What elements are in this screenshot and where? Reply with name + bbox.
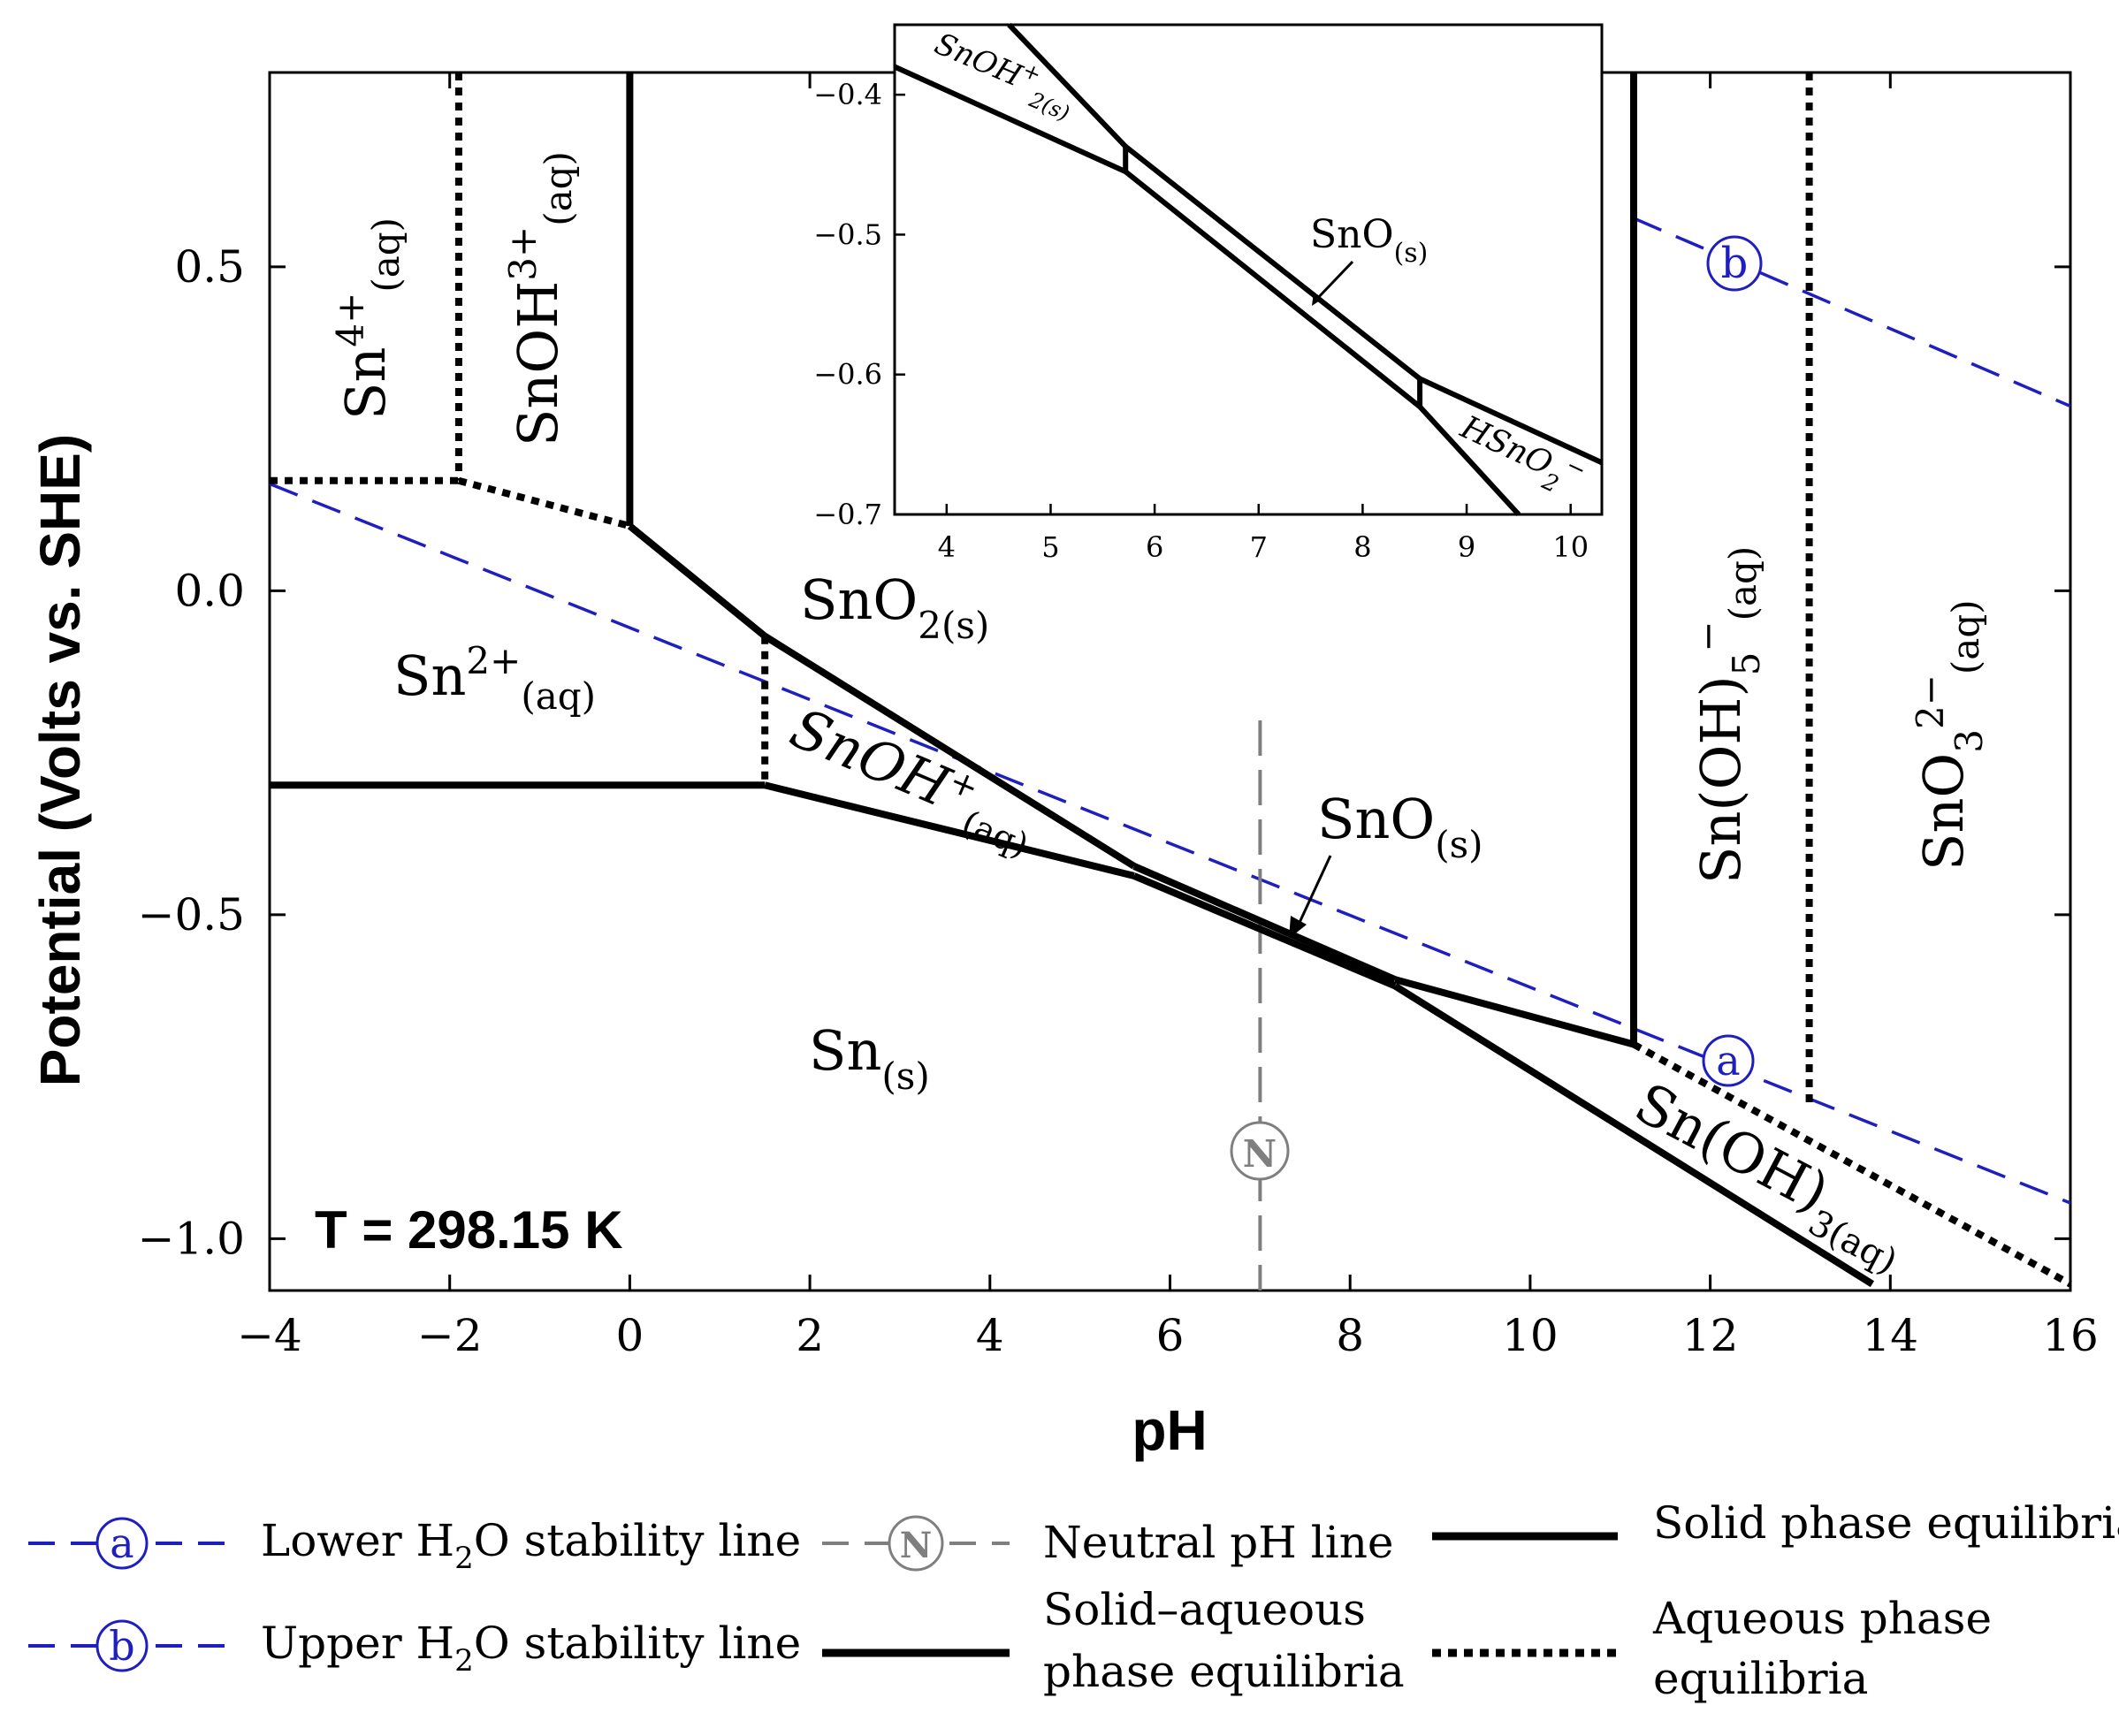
sno-arrow-line bbox=[1296, 855, 1332, 927]
svg-text:Upper H2O stability line: Upper H2O stability line bbox=[261, 1618, 801, 1679]
inset-x-tick-label: 4 bbox=[938, 530, 956, 564]
temperature-label: T = 298.15 K bbox=[315, 1200, 623, 1260]
region-sn-label: Sn(s) bbox=[809, 1018, 930, 1098]
y-tick-label: −0.5 bbox=[138, 889, 245, 940]
inset-x-tick-label: 10 bbox=[1552, 530, 1589, 564]
x-tick-label: 0 bbox=[615, 1310, 644, 1361]
legend-neutral: N Neutral pH line bbox=[822, 1515, 1394, 1572]
inset-x-tick-label: 6 bbox=[1146, 530, 1163, 564]
x-tick-label: −4 bbox=[237, 1310, 302, 1361]
svg-text:Lower H2O stability line: Lower H2O stability line bbox=[261, 1515, 801, 1576]
inset-series-snoh-lower bbox=[893, 64, 1127, 174]
svg-text:N: N bbox=[1243, 1132, 1277, 1176]
region-sno2-label: SnO2(s) bbox=[800, 567, 989, 647]
marker-a: a bbox=[1702, 1034, 1755, 1087]
inset-y-tick-label: −0.4 bbox=[813, 78, 882, 111]
series-sno2-s-sno-s- bbox=[1132, 863, 1397, 983]
inset-series-sno2-boundary bbox=[1124, 144, 1422, 381]
inset-series-hsno2-upper bbox=[1418, 376, 1604, 466]
svg-text:b: b bbox=[109, 1622, 134, 1670]
series-lower-h2o-stability-line-a- bbox=[269, 482, 2071, 1205]
svg-text:phase equilibria: phase equilibria bbox=[1043, 1646, 1405, 1697]
inset-x-tick-label: 7 bbox=[1250, 530, 1268, 564]
region-sno3-label: SnO32−(aq) bbox=[1909, 599, 1991, 871]
series-snoh-sn-s- bbox=[764, 781, 1135, 879]
series-snoh-sno2-s- bbox=[763, 633, 1136, 870]
x-tick-label: 6 bbox=[1156, 1310, 1185, 1361]
legend-upper-water: b Upper H2O stability line bbox=[28, 1618, 801, 1679]
region-sn4-label: Sn4+(aq) bbox=[329, 217, 408, 420]
main-series-group bbox=[269, 72, 2072, 1291]
marker-n: N bbox=[1230, 1121, 1290, 1181]
legend-solid-aqueous: Solid–aqueous phase equilibria bbox=[822, 1584, 1405, 1697]
region-snoh5-label: Sn(OH)5−(aq) bbox=[1686, 546, 1768, 884]
legend-solid: Solid phase equilibria bbox=[1432, 1497, 2119, 1549]
x-tick-label: 14 bbox=[1862, 1310, 1918, 1361]
series-snoh3-sn2- bbox=[457, 476, 631, 529]
y-tick-label: 0.0 bbox=[174, 565, 245, 616]
svg-text:Aqueous phase: Aqueous phase bbox=[1652, 1593, 1992, 1644]
inset-y-tick-label: −0.6 bbox=[813, 358, 882, 392]
region-snoh3-label: SnOH3+(aq) bbox=[501, 151, 580, 446]
region-snoh-label: SnOH+(aq) bbox=[778, 696, 1048, 865]
series-sn-oh-3-aq-sn-s- bbox=[1392, 983, 1875, 1288]
svg-text:a: a bbox=[1716, 1037, 1740, 1085]
legend: a Lower H2O stability line b Upper H2O s… bbox=[28, 1497, 2119, 1704]
x-tick-label: 8 bbox=[1336, 1310, 1364, 1361]
inset-series-group bbox=[893, 22, 1604, 517]
x-tick-label: 2 bbox=[796, 1310, 824, 1361]
region-sno-label: SnO(s) bbox=[1317, 787, 1483, 866]
y-tick-label: −1.0 bbox=[138, 1213, 245, 1264]
inset-series-hsno2-lower bbox=[1417, 405, 1521, 517]
sno-arrow-head bbox=[1289, 916, 1307, 939]
inset-sno-arrow bbox=[1314, 260, 1354, 302]
svg-text:N: N bbox=[900, 1525, 933, 1566]
inset-region-sno-label: SnO(s) bbox=[1310, 212, 1428, 269]
inset-y-tick-label: −0.7 bbox=[813, 498, 882, 531]
inset-series-snoh-upper bbox=[1007, 22, 1128, 148]
series-sno2-s-sn-oh-3-aq- bbox=[1394, 976, 1635, 1048]
x-tick-label: 12 bbox=[1682, 1310, 1739, 1361]
series-upper-h2o-stability-line-b- bbox=[1633, 217, 2071, 408]
series-sn-oh-5-sn-oh-3-aq- bbox=[1632, 1040, 2072, 1288]
svg-text:b: b bbox=[1721, 239, 1749, 288]
series-sn2-sno2-s- bbox=[627, 522, 767, 639]
x-tick-label: 10 bbox=[1502, 1310, 1559, 1361]
y-axis-label: Potential (Volts vs. SHE) bbox=[28, 434, 92, 1087]
svg-text:Neutral pH line: Neutral pH line bbox=[1043, 1517, 1394, 1568]
x-axis-label: pH bbox=[1132, 1398, 1207, 1462]
region-sn2-label: Sn2+(aq) bbox=[393, 639, 596, 718]
legend-aqueous: Aqueous phase equilibria bbox=[1432, 1593, 1992, 1704]
legend-lower-water: a Lower H2O stability line bbox=[28, 1515, 801, 1576]
svg-text:a: a bbox=[110, 1519, 133, 1567]
marker-b: b bbox=[1706, 235, 1763, 292]
series-sno-s-sn-s- bbox=[1132, 872, 1397, 990]
x-tick-label: 4 bbox=[976, 1310, 1004, 1361]
inset-sno-arrow-head bbox=[1312, 292, 1322, 306]
x-tick-label: 16 bbox=[2042, 1310, 2099, 1361]
y-tick-label: 0.5 bbox=[174, 241, 245, 293]
inset-series-sno-lower bbox=[1124, 169, 1422, 409]
inset-x-tick-label: 8 bbox=[1353, 530, 1371, 564]
inset-y-tick-label: −0.5 bbox=[813, 217, 882, 251]
svg-text:equilibria: equilibria bbox=[1653, 1653, 1868, 1704]
x-tick-label: −2 bbox=[417, 1310, 483, 1361]
svg-text:Solid phase equilibria: Solid phase equilibria bbox=[1653, 1497, 2119, 1549]
inset-x-tick-label: 9 bbox=[1458, 530, 1475, 564]
inset-x-tick-label: 5 bbox=[1041, 530, 1059, 564]
inset-ticks-group: 4 5 6 7 8 9 10 −0.4 −0.5 −0.6 −0.7 bbox=[813, 78, 1589, 564]
main-ticks-group: −4 −2 0 2 4 6 8 10 12 14 16 0.5 0.0 −0.5 −1.0 bbox=[138, 72, 2099, 1361]
svg-text:Solid–aqueous: Solid–aqueous bbox=[1043, 1584, 1366, 1635]
